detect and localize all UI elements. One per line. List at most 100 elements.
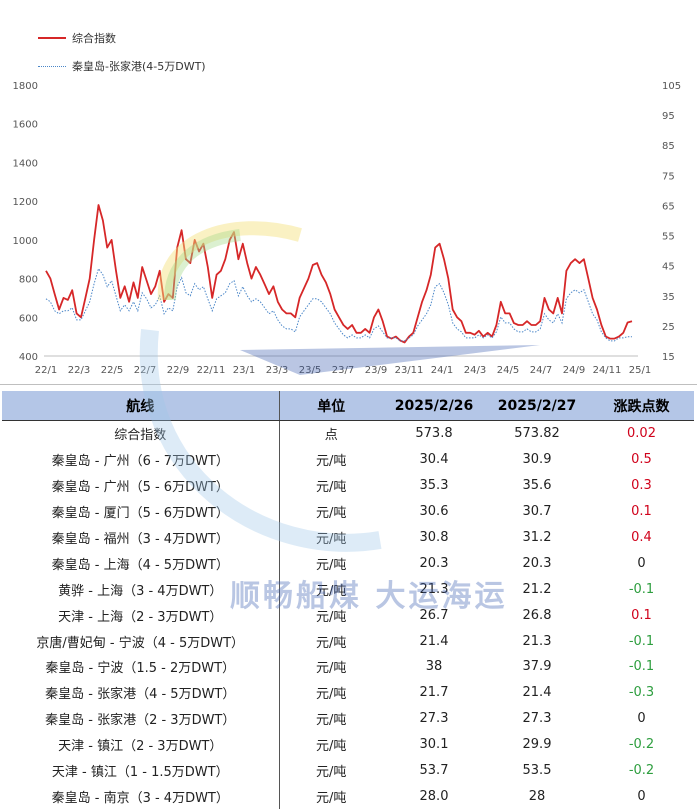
route-cell: 秦皇岛 - 福州（3 - 4万DWT）	[2, 524, 280, 551]
route-cell: 天津 - 上海（2 - 3万DWT）	[2, 602, 280, 629]
unit-cell: 点	[324, 428, 338, 444]
freight-table-wrap: 航线 单位 2025/2/26 2025/2/27 涨跌点数 综合指数 点 573.…	[2, 391, 694, 809]
table-row: 秦皇岛 - 福州（3 - 4万DWT） 元/吨 30.8 31.2 0.4	[2, 524, 694, 551]
change-cell: 0.3	[631, 478, 652, 494]
change-cell: 0.02	[627, 426, 656, 442]
y-right-tick-label: 95	[662, 111, 675, 122]
table-row: 秦皇岛 - 张家港（2 - 3万DWT） 元/吨 27.3 27.3 0	[2, 705, 694, 732]
legend-label-index: 综合指数	[72, 32, 116, 45]
y-left-tick-label: 1400	[13, 158, 38, 169]
change-cell: -0.1	[628, 633, 655, 649]
y-right-tick-label: 65	[662, 201, 675, 212]
table-row: 黄骅 - 上海（3 - 4万DWT） 元/吨 21.3 21.2 -0.1	[2, 576, 694, 603]
table-body: 综合指数 点 573.8 573.82 0.02 秦皇岛 - 广州（6 - 7万DWT） 元…	[2, 420, 694, 809]
x-tick-label: 24/11	[593, 365, 622, 376]
y-right-tick-label: 15	[662, 352, 675, 363]
y-left-tick-label: 400	[19, 352, 38, 363]
unit-cell: 元/吨	[316, 661, 347, 677]
value-date-2-cell: 35.6	[522, 478, 552, 494]
unit-cell: 元/吨	[316, 765, 347, 781]
table-row: 天津 - 镇江（2 - 3万DWT） 元/吨 30.1 29.9 -0.2	[2, 731, 694, 758]
value-date-2-cell: 37.9	[522, 659, 552, 675]
y-right-tick-label: 105	[662, 81, 681, 92]
y-right-tick-label: 55	[662, 232, 675, 243]
x-tick-label: 23/3	[266, 365, 288, 376]
value-date-1-cell: 20.3	[419, 555, 449, 571]
x-tick-label: 23/1	[233, 365, 255, 376]
route-cell: 秦皇岛 - 厦门（5 - 6万DWT）	[2, 498, 280, 525]
value-date-1-cell: 53.7	[419, 763, 449, 779]
freight-table: 航线 单位 2025/2/26 2025/2/27 涨跌点数 综合指数 点 573.…	[2, 391, 694, 809]
value-date-2-cell: 27.3	[522, 711, 552, 727]
change-cell: -0.2	[628, 763, 655, 779]
unit-cell: 元/吨	[316, 557, 347, 573]
value-date-1-cell: 35.3	[419, 478, 449, 494]
value-date-2-cell: 30.9	[522, 452, 552, 468]
y-left-tick-label: 1200	[13, 197, 38, 208]
y-left-tick-label: 800	[19, 275, 38, 286]
value-date-1-cell: 30.6	[419, 504, 449, 520]
x-tick-label: 23/5	[299, 365, 321, 376]
y-right-tick-label: 45	[662, 262, 675, 273]
value-date-1-cell: 30.4	[419, 452, 449, 468]
value-date-1-cell: 21.4	[419, 633, 449, 649]
x-tick-label: 23/7	[332, 365, 354, 376]
change-cell: 0	[637, 555, 646, 571]
series-line-route	[45, 267, 632, 342]
value-date-2-cell: 53.5	[522, 763, 552, 779]
route-cell: 秦皇岛 - 广州（5 - 6万DWT）	[2, 472, 280, 499]
x-tick-label: 24/1	[431, 365, 453, 376]
change-cell: -0.1	[628, 581, 655, 597]
legend-swatch-index	[38, 37, 66, 39]
value-date-2-cell: 29.9	[522, 737, 552, 753]
change-cell: 0.1	[631, 607, 652, 623]
value-date-1-cell: 27.3	[419, 711, 449, 727]
route-cell: 天津 - 镇江（1 - 1.5万DWT）	[2, 757, 280, 784]
x-tick-label: 24/9	[563, 365, 585, 376]
table-row: 综合指数 点 573.8 573.82 0.02	[2, 420, 694, 447]
route-cell: 秦皇岛 - 张家港（2 - 3万DWT）	[2, 705, 280, 732]
table-row: 天津 - 上海（2 - 3万DWT） 元/吨 26.7 26.8 0.1	[2, 602, 694, 629]
change-cell: -0.2	[628, 737, 655, 753]
legend-item-index: 综合指数	[38, 30, 116, 46]
value-date-2-cell: 26.8	[522, 607, 552, 623]
value-date-1-cell: 21.7	[419, 685, 449, 701]
table-header-row: 航线 单位 2025/2/26 2025/2/27 涨跌点数	[2, 391, 694, 421]
unit-cell: 元/吨	[316, 635, 347, 651]
route-cell: 秦皇岛 - 南京（3 - 4万DWT）	[2, 783, 280, 809]
table-row: 秦皇岛 - 南京（3 - 4万DWT） 元/吨 28.0 28 0	[2, 783, 694, 809]
route-cell: 秦皇岛 - 张家港（4 - 5万DWT）	[2, 679, 280, 706]
value-date-1-cell: 30.8	[419, 530, 449, 545]
y-right-tick-label: 25	[662, 322, 675, 333]
header-date-1: 2025/2/26	[383, 391, 485, 421]
unit-cell: 元/吨	[316, 532, 347, 547]
value-date-1-cell: 21.3	[419, 581, 449, 597]
unit-cell: 元/吨	[316, 609, 347, 625]
series-line-index	[45, 204, 633, 344]
unit-cell: 元/吨	[316, 739, 347, 755]
x-tick-label: 24/3	[464, 365, 486, 376]
change-cell: -0.1	[628, 659, 655, 675]
value-date-1-cell: 38	[425, 659, 443, 675]
x-tick-label: 22/1	[35, 365, 57, 376]
x-tick-label: 24/5	[497, 365, 519, 376]
value-date-1-cell: 28.0	[419, 788, 449, 804]
header-route: 航线	[2, 391, 280, 421]
value-date-1-cell: 573.8	[415, 426, 453, 442]
x-tick-label: 22/9	[167, 365, 189, 376]
change-cell: 0.5	[631, 452, 652, 468]
route-cell: 秦皇岛 - 上海（4 - 5万DWT）	[2, 550, 280, 577]
route-cell: 秦皇岛 - 广州（6 - 7万DWT）	[2, 446, 280, 473]
y-left-tick-label: 1800	[13, 81, 38, 92]
line-chart: 400 600 800 1000 1200 1400 1600 1800 15 25 35 45 55 6…	[13, 81, 682, 376]
change-cell: 0.4	[631, 530, 652, 545]
value-date-2-cell: 28	[528, 788, 546, 804]
table-row: 秦皇岛 - 张家港（4 - 5万DWT） 元/吨 21.7 21.4 -0.3	[2, 679, 694, 706]
route-cell: 黄骅 - 上海（3 - 4万DWT）	[2, 576, 280, 603]
chart-area: 综合指数 秦皇岛-张家港(4-5万DWT) 400 600 800 1000 1200 1…	[0, 0, 697, 385]
value-date-2-cell: 31.2	[522, 530, 552, 545]
table-row: 京唐/曹妃甸 - 宁波（4 - 5万DWT） 元/吨 21.4 21.3 -0.1	[2, 628, 694, 655]
x-tick-label: 22/5	[101, 365, 123, 376]
unit-cell: 元/吨	[316, 713, 347, 729]
value-date-2-cell: 573.82	[514, 426, 560, 442]
